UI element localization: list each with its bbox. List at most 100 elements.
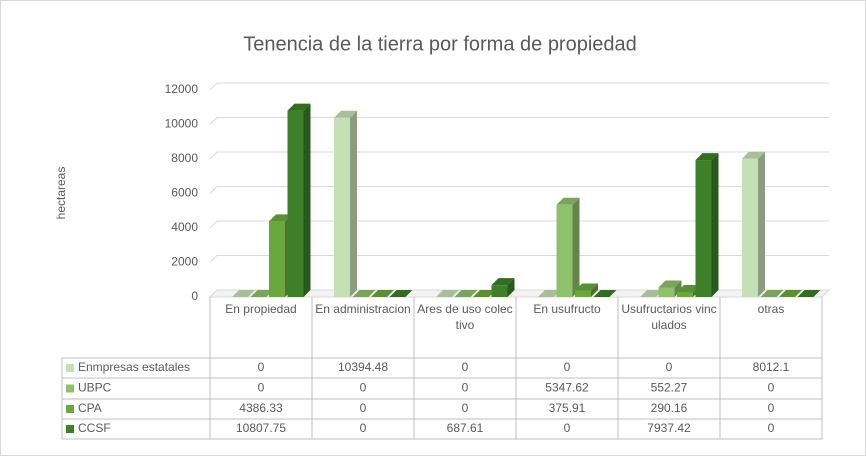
table-value: 8012.1 (753, 360, 790, 374)
bar (491, 285, 508, 297)
bar-top (334, 110, 357, 118)
y-tick-label: 10000 (165, 117, 199, 131)
table-value: 7937.42 (647, 421, 691, 435)
grid-line (209, 255, 829, 263)
bar-top (389, 290, 413, 297)
bar-top (760, 290, 784, 297)
table-value: 0 (462, 401, 469, 415)
x-tick-label: Usufructarios vinculados (621, 302, 717, 332)
bar-side (711, 153, 719, 297)
table-value: 0 (360, 401, 367, 415)
bar-top (797, 290, 821, 297)
category-cell: En usufructo (533, 302, 601, 316)
table-value: 5347.62 (545, 381, 589, 395)
table-value: 10394.48 (338, 360, 388, 374)
legend-label: CCSF (78, 421, 111, 435)
legend-swatch (66, 384, 74, 393)
bar-top (287, 103, 311, 111)
data-table: En propiedad En administracion Ares de uso… (61, 297, 823, 440)
bar-top (269, 214, 292, 222)
table-value: 0 (462, 360, 469, 374)
bar-top (232, 290, 255, 297)
table-value: 4386.33 (239, 401, 283, 415)
bar-top (250, 290, 274, 297)
bar-top (658, 280, 682, 288)
table-value: 0 (564, 360, 571, 374)
bar (334, 117, 350, 297)
bar-side (674, 280, 682, 297)
legend-swatch (66, 364, 74, 372)
y-tick-label: 12000 (165, 82, 199, 96)
bar-side (350, 110, 357, 297)
legend-label: CPA (78, 401, 102, 415)
table-value: 0 (360, 381, 367, 395)
bar-top (742, 151, 765, 159)
table-value: 0 (768, 421, 775, 435)
bar-top (352, 290, 376, 297)
table-value: 0 (666, 360, 673, 374)
bar-side (572, 197, 580, 297)
table-value: 290.16 (651, 401, 688, 415)
table-value: 0 (564, 421, 571, 435)
bar-top (779, 290, 802, 297)
table-value: 552.27 (651, 381, 688, 395)
bar (556, 204, 573, 297)
table-value: 0 (258, 360, 265, 374)
table-value: 687.61 (447, 421, 484, 435)
bar (658, 287, 675, 297)
grid-line (209, 220, 829, 229)
bar-top (473, 290, 496, 297)
category-cell: En propiedad (225, 302, 297, 316)
bar-side (303, 103, 311, 297)
table-value: 0 (360, 421, 367, 435)
bar-top (575, 283, 598, 291)
legend-swatch (66, 405, 74, 413)
grid-line (209, 82, 829, 91)
bar-top (538, 290, 561, 297)
y-tick-label: 8000 (171, 151, 198, 165)
y-tick-label: 2000 (171, 255, 198, 269)
category-cell: En administracion (315, 302, 411, 316)
x-tick-label: En administracion (315, 302, 411, 316)
bar-side (758, 151, 765, 297)
bar-side (591, 283, 598, 297)
bar-top (491, 278, 515, 286)
bar-top (454, 290, 478, 297)
x-tick-label: Ares de uso colectivo (417, 302, 513, 332)
category-cell: otras (757, 302, 785, 316)
grid-line (209, 117, 829, 125)
bar-top (371, 290, 394, 297)
x-tick-label: En propiedad (225, 302, 297, 316)
table-value: 0 (768, 401, 775, 415)
bar-side (507, 278, 515, 297)
table-value: 0 (258, 381, 265, 395)
y-tick-label: 4000 (171, 220, 198, 234)
grid-line (209, 151, 829, 160)
chart-title: Tenencia de la tierra por forma de propi… (243, 33, 637, 55)
bar (575, 290, 591, 297)
grid-line (209, 186, 829, 194)
legend-label: UBPC (78, 381, 112, 395)
bar (287, 110, 304, 297)
category-cell: Usufructarios vinculados (621, 302, 717, 332)
y-tick-label: 6000 (171, 186, 198, 200)
category-cell: Ares de uso colectivo (417, 302, 513, 332)
table-value: 10807.75 (236, 421, 286, 435)
bar-top (436, 290, 459, 297)
bar (742, 158, 758, 297)
x-tick-label: otras (757, 302, 785, 316)
bar-top (695, 153, 719, 161)
legend-swatch (66, 425, 74, 433)
bar (269, 221, 285, 297)
y-axis-label: hectareas (54, 167, 68, 220)
table-value: 0 (768, 381, 775, 395)
y-tick-label: 0 (191, 289, 198, 303)
bar-top (593, 290, 617, 297)
x-tick-label: En usufructo (533, 302, 601, 316)
bar (677, 291, 693, 297)
table-value: 375.91 (549, 401, 586, 415)
legend-label: Enmpresas estatales (78, 360, 190, 374)
bar-top (640, 290, 663, 297)
